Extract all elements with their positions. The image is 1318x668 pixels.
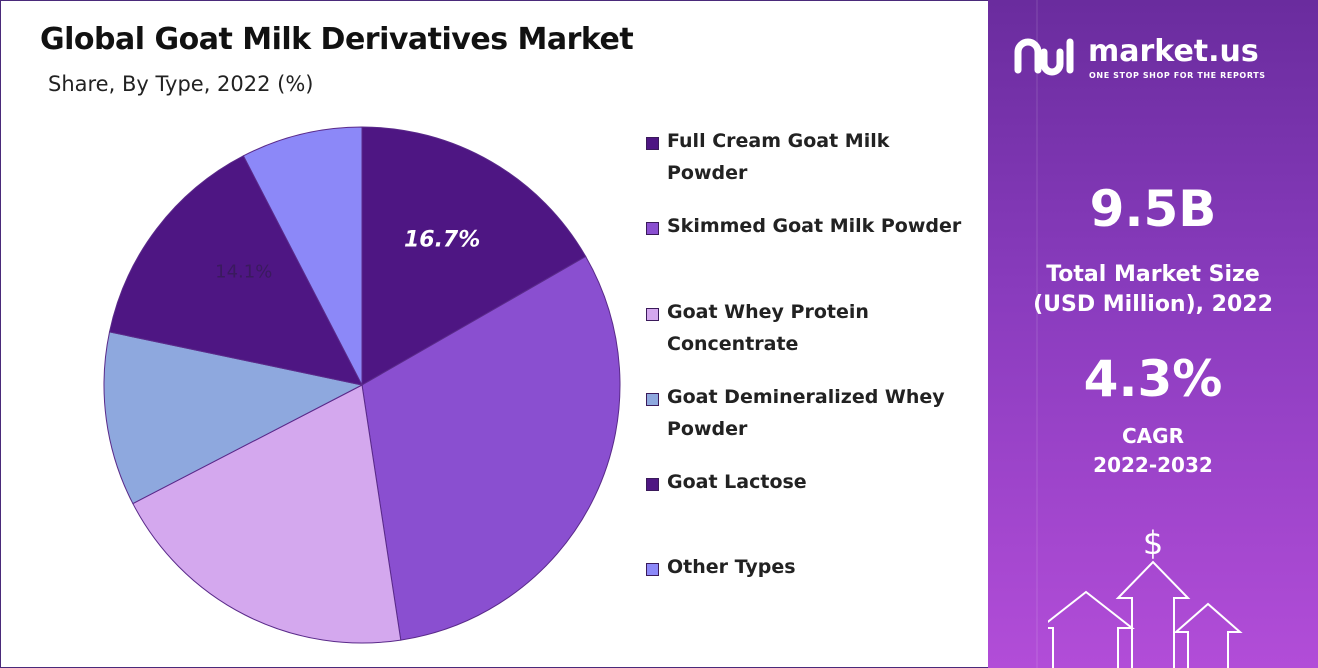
- panel-divider: [1036, 0, 1038, 668]
- market-size-value: 9.5B: [1089, 180, 1217, 238]
- legend-label: Full Cream Goat Milk Powder: [667, 130, 890, 184]
- pie-slice-full-cream-goat-milk-powder: [361, 126, 587, 386]
- legend-label: Goat Demineralized Whey Powder: [667, 386, 945, 440]
- legend-swatch: [646, 563, 659, 576]
- legend-swatch: [646, 222, 659, 235]
- pie-chart: 16.7% 14.1%: [103, 126, 621, 644]
- summary-panel: market.us ONE STOP SHOP FOR THE REPORTS …: [988, 0, 1318, 668]
- legend-label: Goat Whey Protein Concentrate: [667, 301, 869, 355]
- market-size-label-line2: (USD Million), 2022: [1033, 292, 1273, 317]
- legend-label: Goat Lactose: [667, 471, 807, 493]
- legend-swatch: [646, 478, 659, 491]
- legend-swatch: [646, 393, 659, 406]
- pie-slice-skimmed-goat-milk-powder: [361, 255, 621, 641]
- legend-swatch: [646, 308, 659, 321]
- cagr-value: 4.3%: [1083, 350, 1223, 408]
- pie-data-label: 14.1%: [215, 261, 272, 282]
- pie-data-label: 16.7%: [404, 228, 480, 253]
- market-us-logo-icon: [1014, 38, 1074, 76]
- pie-slice-goat-lactose: [108, 155, 363, 386]
- chart-title: Global Goat Milk Derivatives Market: [40, 22, 634, 57]
- growth-arrows-icon: $: [1048, 524, 1243, 668]
- cagr-period: 2022-2032: [1093, 453, 1213, 477]
- legend-label: Other Types: [667, 556, 796, 578]
- chart-subtitle: Share, By Type, 2022 (%): [48, 72, 314, 96]
- logo-tagline: ONE STOP SHOP FOR THE REPORTS: [1089, 71, 1266, 80]
- market-size-label-line1: Total Market Size: [1046, 262, 1260, 287]
- legend-label: Skimmed Goat Milk Powder: [667, 215, 962, 237]
- dollar-icon: $: [1143, 524, 1163, 562]
- pie-slice-goat-demineralized-whey-powder: [103, 331, 364, 505]
- logo-text: market.us: [1088, 34, 1259, 69]
- legend-swatch: [646, 137, 659, 150]
- pie-slice-goat-whey-protein-concentrate: [132, 384, 402, 644]
- cagr-label: CAGR: [1122, 424, 1184, 448]
- pie-slice-other-types: [242, 126, 363, 386]
